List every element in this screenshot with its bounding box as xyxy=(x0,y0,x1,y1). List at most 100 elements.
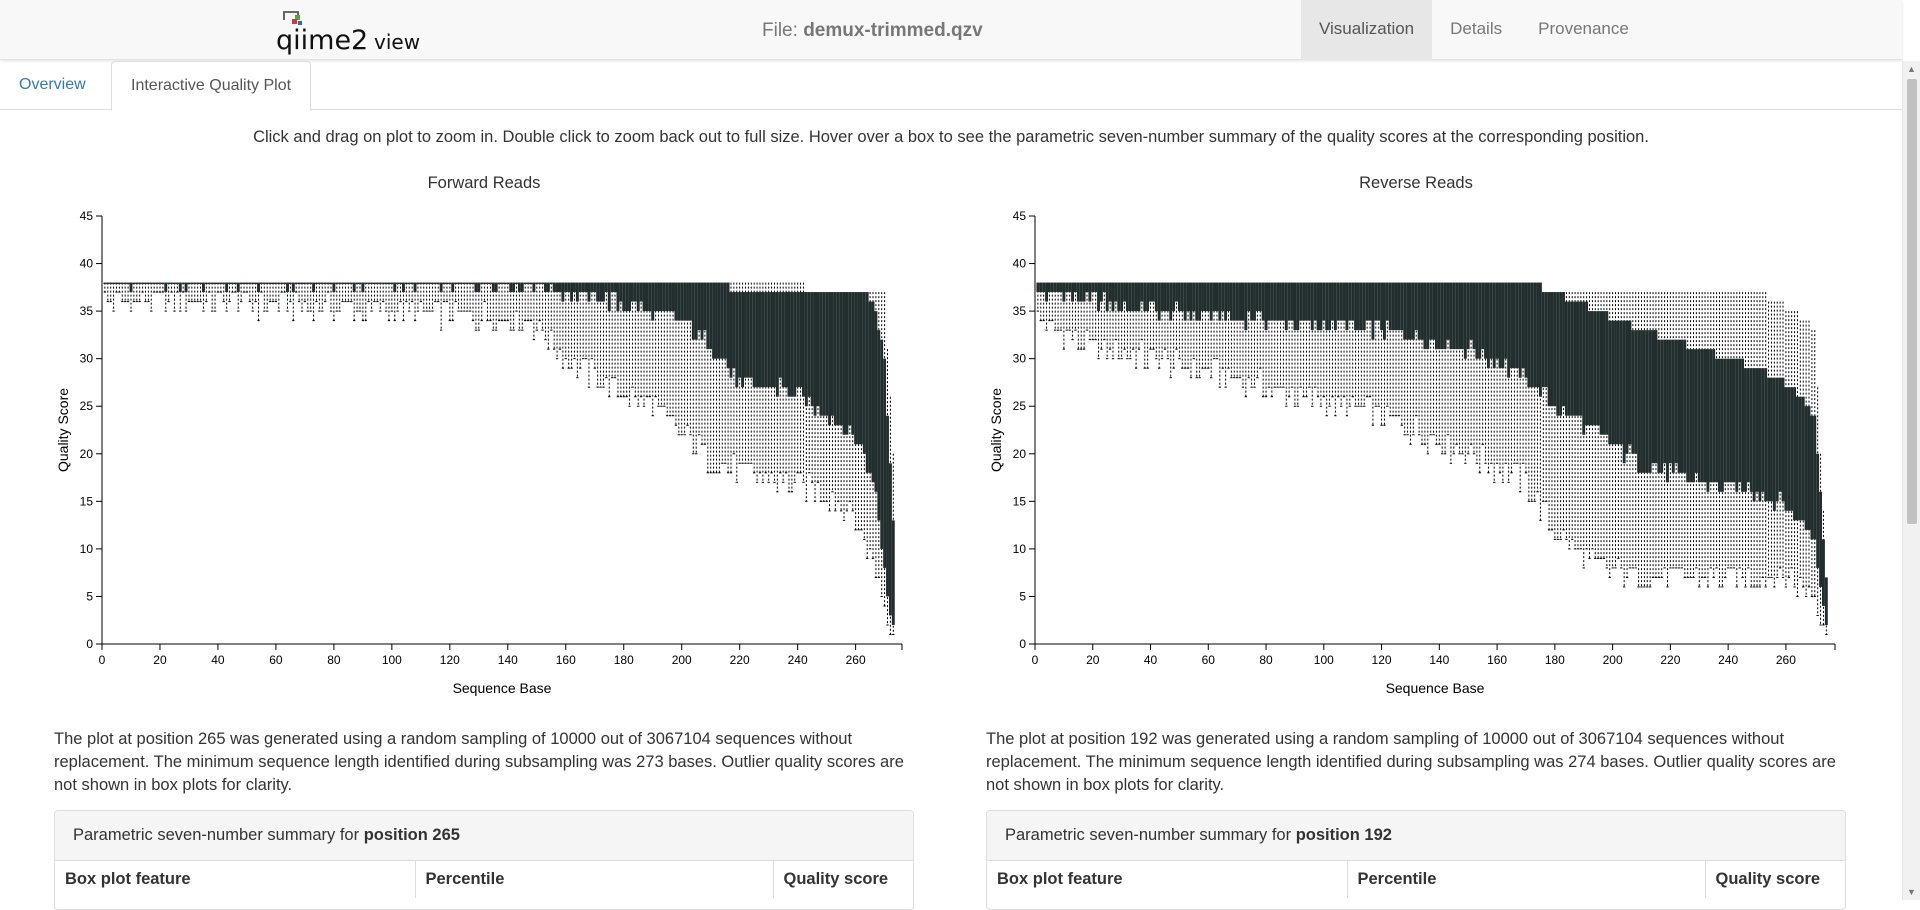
box-78 xyxy=(1258,282,1262,369)
box-body-59 xyxy=(1203,282,1207,312)
box-23 xyxy=(1099,282,1103,350)
box-143 xyxy=(1446,282,1450,436)
box-body-11 xyxy=(132,282,136,285)
box-body-137 xyxy=(1429,282,1433,340)
box-body-170 xyxy=(593,282,597,293)
box-77 xyxy=(323,282,327,303)
box-40 xyxy=(216,282,220,293)
box-body-34 xyxy=(199,282,202,285)
box-body-91 xyxy=(1296,282,1300,331)
box-153 xyxy=(544,282,547,341)
tab-overview[interactable]: Overview xyxy=(19,76,86,93)
box-230 xyxy=(767,282,771,483)
box-169 xyxy=(1521,282,1525,464)
box-41 xyxy=(219,282,223,293)
box-body-193 xyxy=(659,282,663,312)
box-body-163 xyxy=(1504,282,1508,359)
box-145 xyxy=(1452,282,1456,455)
box-body-129 xyxy=(474,282,478,293)
box-35 xyxy=(202,282,205,312)
box-237 xyxy=(787,282,791,493)
forward-reads-boxplot[interactable]: 0 5 10 15 20 25 30 35 40 45 0 20 40 60 80 100 120 140 160 1… xyxy=(50,200,910,710)
box-series xyxy=(103,282,895,635)
box-113 xyxy=(1359,282,1363,407)
box-body-159 xyxy=(1492,282,1496,369)
box-98 xyxy=(1316,282,1320,398)
box-body-143 xyxy=(515,282,518,285)
box-14 xyxy=(1073,282,1077,331)
scroll-up-icon[interactable]: ▲ xyxy=(1907,64,1916,74)
box-body-122 xyxy=(1385,282,1389,321)
tab-interactive-quality-plot[interactable]: Interactive Quality Plot xyxy=(111,61,312,111)
box-body-118 xyxy=(442,282,446,285)
box-211 xyxy=(712,282,716,474)
box-body-213 xyxy=(1648,330,1652,473)
box-body-165 xyxy=(1510,282,1513,369)
box-234 xyxy=(1709,292,1713,569)
box-133 xyxy=(1417,282,1421,436)
box-body-162 xyxy=(1501,282,1505,369)
box-body-147 xyxy=(526,282,530,285)
box-body-31 xyxy=(190,282,194,285)
nav-visualization[interactable]: Visualization xyxy=(1301,0,1433,60)
box-body-164 xyxy=(1507,282,1511,378)
box-72 xyxy=(1241,282,1245,388)
reverse-summary-heading: Parametric seven-number summary for posi… xyxy=(987,811,1845,861)
page-scrollbar[interactable]: ▲ ▼ xyxy=(1902,61,1920,900)
box-body-52 xyxy=(1183,282,1187,321)
qiime2view-logo[interactable]: qiime2 view xyxy=(276,6,436,56)
box-body-257 xyxy=(1775,377,1779,502)
box-119 xyxy=(1377,282,1381,407)
box-175 xyxy=(1538,282,1542,521)
box-body-4 xyxy=(112,282,116,285)
box-102 xyxy=(1328,282,1332,407)
box-body-217 xyxy=(1660,339,1664,473)
nav-details[interactable]: Details xyxy=(1450,19,1503,38)
box-156 xyxy=(1484,282,1487,464)
nav-provenance[interactable]: Provenance xyxy=(1538,19,1629,38)
box-body-152 xyxy=(541,282,545,285)
box-body-238 xyxy=(790,292,794,397)
x-tick-label-60: 60 xyxy=(1202,653,1216,667)
box-161 xyxy=(1498,282,1502,474)
box-body-243 xyxy=(804,292,808,407)
box-122 xyxy=(454,282,458,303)
box-body-160 xyxy=(1495,282,1499,359)
box-body-96 xyxy=(1310,282,1314,331)
box-body-171 xyxy=(1527,282,1531,388)
box-body-161 xyxy=(567,282,571,293)
box-body-247 xyxy=(1746,368,1750,483)
box-body-137 xyxy=(497,282,501,285)
box-body-12 xyxy=(135,282,139,285)
box-162 xyxy=(570,282,574,369)
box-231 xyxy=(770,282,774,474)
box-body-201 xyxy=(683,282,687,321)
box-body-3 xyxy=(109,282,113,285)
box-214 xyxy=(1651,292,1655,578)
scrollbar-thumb[interactable] xyxy=(1907,79,1917,524)
box-21 xyxy=(161,282,165,293)
box-260 xyxy=(1784,311,1788,588)
reverse-reads-boxplot[interactable]: 0 5 10 15 20 25 30 35 40 45 0 20 40 60 80 100 120 140 160 1… xyxy=(983,200,1843,710)
box-body-31 xyxy=(1123,282,1126,302)
box-body-110 xyxy=(1351,282,1355,321)
box-170 xyxy=(1524,282,1528,474)
x-tick-label-160: 160 xyxy=(556,653,576,667)
x-tick-label-0: 0 xyxy=(99,653,106,667)
box-body-192 xyxy=(1588,311,1591,426)
box-76 xyxy=(1253,282,1256,388)
x-tick-label-200: 200 xyxy=(1603,653,1623,667)
box-body-30 xyxy=(1120,282,1124,312)
box-26 xyxy=(1108,282,1112,350)
box-265 xyxy=(1798,320,1802,578)
box-171 xyxy=(1527,282,1531,502)
scroll-down-icon[interactable]: ▼ xyxy=(1907,887,1916,897)
box-body-65 xyxy=(288,282,292,285)
box-75 xyxy=(317,282,321,312)
box-body-172 xyxy=(1530,282,1534,388)
box-body-242 xyxy=(802,292,805,397)
box-189 xyxy=(648,282,652,398)
box-203 xyxy=(1619,292,1623,569)
box-88 xyxy=(1287,282,1291,398)
box-body-217 xyxy=(729,292,733,378)
